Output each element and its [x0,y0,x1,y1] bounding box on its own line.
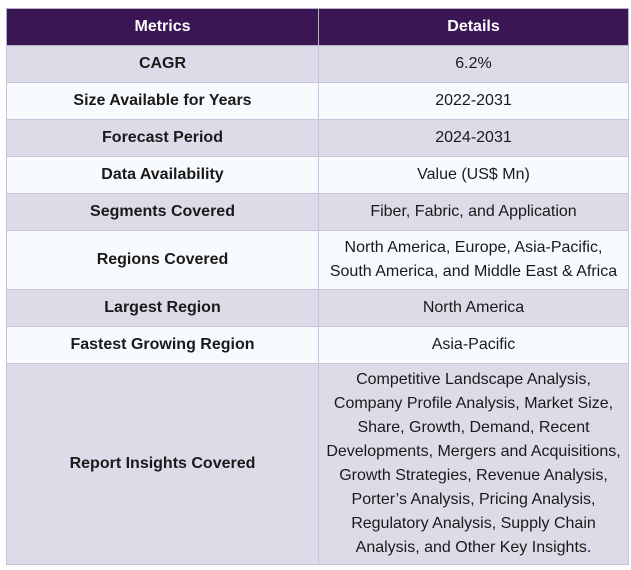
detail-cell: North America [318,289,629,327]
detail-cell: Asia-Pacific [318,326,629,364]
metric-cell: CAGR [6,45,319,83]
table-row: Fastest Growing Region Asia-Pacific [6,326,629,364]
metric-cell: Largest Region [6,289,319,327]
table-row: Data Availability Value (US$ Mn) [6,156,629,194]
table-row: CAGR 6.2% [6,45,629,83]
table-row: Segments Covered Fiber, Fabric, and Appl… [6,193,629,231]
metric-cell: Report Insights Covered [6,363,319,565]
metric-cell: Regions Covered [6,230,319,290]
header-details: Details [318,8,629,46]
table-row: Size Available for Years 2022-2031 [6,82,629,120]
detail-cell: Fiber, Fabric, and Application [318,193,629,231]
table-row: Regions Covered North America, Europe, A… [6,230,629,290]
detail-cell: North America, Europe, Asia-Pacific, Sou… [318,230,629,290]
metric-cell: Size Available for Years [6,82,319,120]
detail-cell: 2024-2031 [318,119,629,157]
detail-cell: Value (US$ Mn) [318,156,629,194]
table-header-row: Metrics Details [6,8,629,46]
table-row: Forecast Period 2024-2031 [6,119,629,157]
detail-cell: 6.2% [318,45,629,83]
report-metrics-table: Metrics Details CAGR 6.2% Size Available… [6,8,629,565]
table-row: Report Insights Covered Competitive Land… [6,363,629,565]
metric-cell: Forecast Period [6,119,319,157]
metric-cell: Data Availability [6,156,319,194]
header-metrics: Metrics [6,8,319,46]
metric-cell: Segments Covered [6,193,319,231]
metric-cell: Fastest Growing Region [6,326,319,364]
detail-cell: 2022-2031 [318,82,629,120]
detail-cell: Competitive Landscape Analysis, Company … [318,363,629,565]
table-row: Largest Region North America [6,289,629,327]
